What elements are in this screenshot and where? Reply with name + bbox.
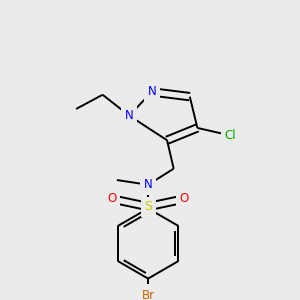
Text: N: N: [125, 109, 134, 122]
Text: Cl: Cl: [225, 129, 236, 142]
Text: O: O: [179, 193, 189, 206]
Text: O: O: [107, 193, 117, 206]
Text: Br: Br: [142, 289, 155, 300]
Text: S: S: [144, 200, 152, 213]
Text: N: N: [148, 85, 156, 98]
Text: N: N: [144, 178, 152, 191]
